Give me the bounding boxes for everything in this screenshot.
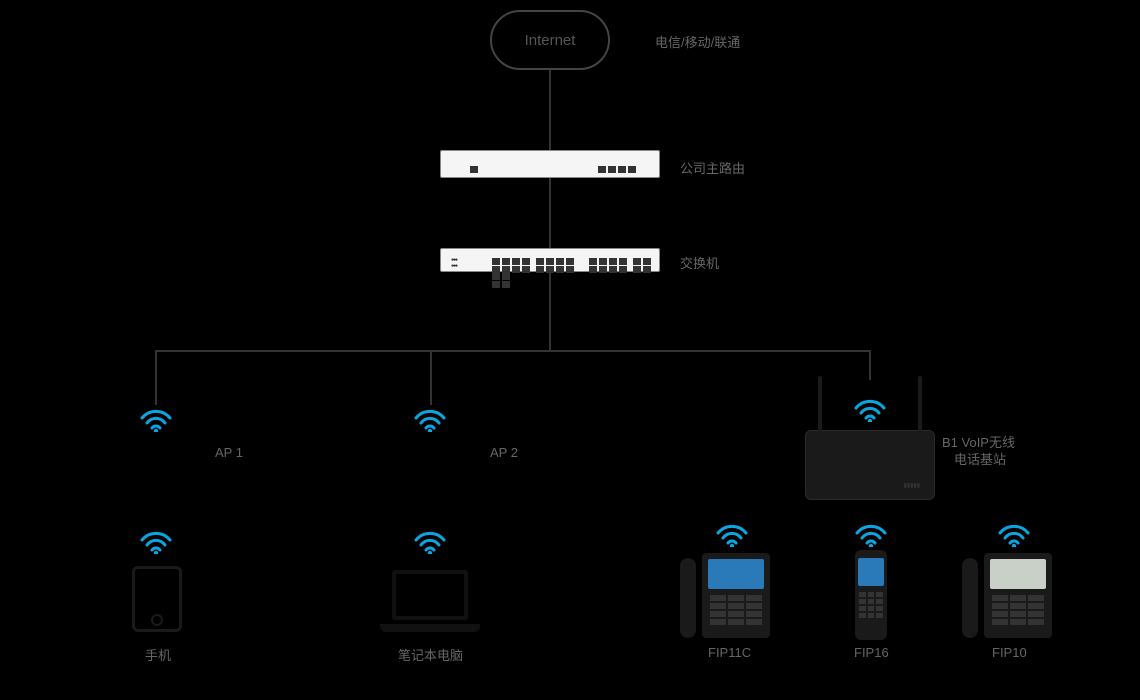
voip-base-label-line1: B1 VoIP无线	[942, 435, 1015, 450]
edge-internet-router	[549, 70, 551, 150]
main-router-label: 公司主路由	[680, 158, 745, 177]
laptop-base-icon	[380, 624, 480, 632]
laptop-icon	[392, 570, 468, 620]
laptop-label: 笔记本电脑	[398, 645, 463, 664]
switch-label: 交换机	[680, 253, 719, 272]
edge-bus-ap2	[430, 350, 432, 405]
ap1-label: AP 1	[215, 445, 243, 460]
switch-icon: ●●●●●●	[440, 248, 660, 272]
wifi-icon	[854, 398, 886, 422]
fip16-label: FIP16	[854, 645, 889, 660]
mobile-icon	[132, 566, 182, 632]
internet-cloud-icon: Internet	[490, 10, 610, 70]
wifi-icon	[414, 408, 446, 432]
isp-label: 电信/移动/联通	[655, 32, 740, 51]
wifi-icon	[855, 523, 887, 547]
wifi-icon	[716, 523, 748, 547]
fip10-icon	[962, 553, 1052, 638]
edge-switch-bus-down	[549, 272, 551, 350]
fip11c-icon	[680, 553, 770, 638]
voip-base-label-line2: 电话基站	[954, 452, 1006, 467]
mobile-label: 手机	[145, 645, 171, 664]
main-router-icon	[440, 150, 660, 178]
edge-router-switch	[549, 178, 551, 248]
voip-base-icon: ▮▮▮▮▮	[805, 430, 935, 500]
edge-bus-horizontal	[155, 350, 871, 352]
edge-bus-voip	[869, 350, 871, 380]
wifi-icon	[140, 530, 172, 554]
wifi-icon	[414, 530, 446, 554]
wifi-icon	[140, 408, 172, 432]
fip11c-label: FIP11C	[708, 645, 751, 660]
fip16-icon	[855, 550, 887, 640]
fip10-label: FIP10	[992, 645, 1027, 660]
edge-bus-ap1	[155, 350, 157, 405]
voip-base-label: B1 VoIP无线 电话基站	[942, 435, 1015, 469]
internet-label: Internet	[525, 32, 576, 49]
ap2-label: AP 2	[490, 445, 518, 460]
wifi-icon	[998, 523, 1030, 547]
